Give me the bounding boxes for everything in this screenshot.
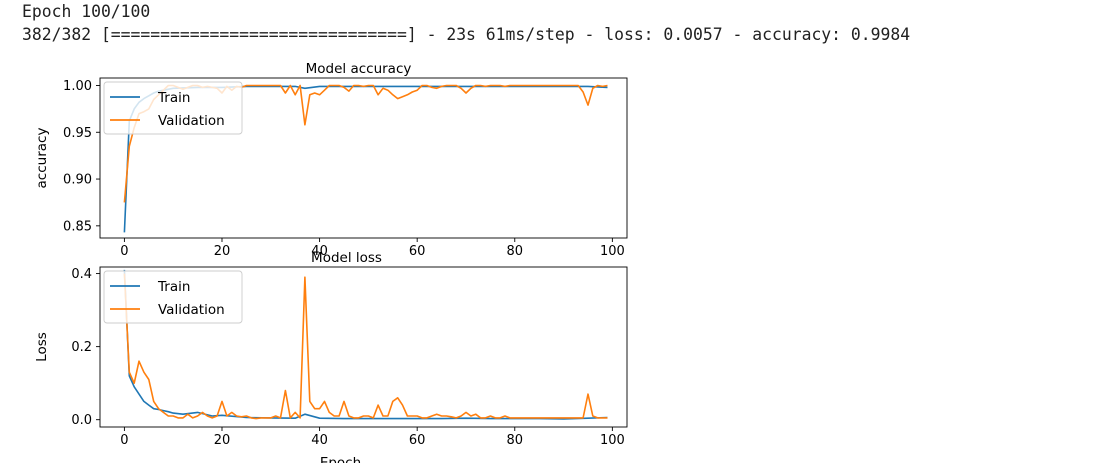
x-tick-label: 40	[311, 244, 328, 259]
y-tick-label: 0.0	[71, 413, 92, 428]
y-axis-label: Loss	[34, 332, 50, 362]
x-tick-label: 20	[214, 433, 231, 448]
y-tick-label: 0.4	[71, 267, 92, 282]
x-tick-label: 60	[409, 244, 426, 259]
console-output: Epoch 100/100 382/382 [==================…	[22, 0, 910, 46]
x-tick-label: 100	[600, 433, 625, 448]
series-line-validation	[123, 273, 608, 420]
y-tick-label: 1.00	[63, 79, 92, 94]
x-tick-label: 40	[311, 433, 328, 448]
legend-label-validation: Validation	[158, 113, 225, 129]
legend: Train Validation	[103, 81, 243, 135]
chart-title: Model accuracy	[306, 61, 412, 77]
legend-box	[103, 270, 243, 324]
x-tick-label: 0	[120, 244, 128, 259]
legend-label-train: Train	[157, 90, 190, 106]
loss-chart: 0 20 40 60 80 100 0.0 0.2 0.4 Model loss Loss Epoch…	[34, 250, 628, 463]
y-tick-label: 0.85	[63, 219, 92, 234]
accuracy-chart: 0 20 40 60 80 100 0.85 0.90 0.95 1.00 Model accura…	[34, 61, 628, 259]
chart-title: Model loss	[311, 250, 382, 266]
x-tick-label: 100	[600, 244, 625, 259]
progress-line: 382/382 [==============================]…	[22, 25, 911, 44]
y-tick-label: 0.95	[63, 126, 92, 141]
legend-label-train: Train	[157, 279, 190, 295]
plot-frame	[99, 77, 628, 239]
y-tick-label: 0.2	[71, 340, 92, 355]
y-tick-label: 0.90	[63, 173, 92, 188]
x-tick-label: 0	[120, 433, 128, 448]
epoch-line: Epoch 100/100	[22, 2, 151, 21]
legend: Train Validation	[103, 270, 243, 324]
y-axis-label: accuracy	[34, 128, 50, 189]
x-tick-label: 80	[506, 244, 523, 259]
legend-label-validation: Validation	[158, 302, 225, 318]
x-tick-label: 60	[409, 433, 426, 448]
x-tick-label: 20	[214, 244, 231, 259]
legend-box	[103, 81, 243, 135]
x-tick-label: 80	[506, 433, 523, 448]
x-axis-label: Epoch	[320, 455, 361, 463]
